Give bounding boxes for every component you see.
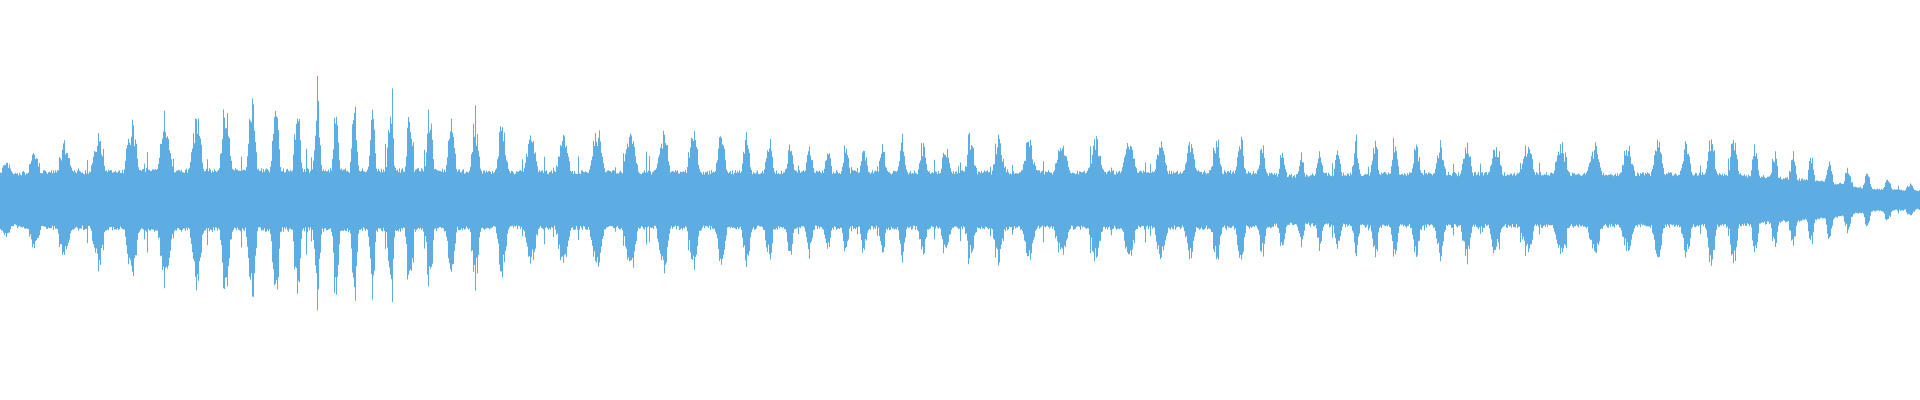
waveform-bars: [0, 76, 1920, 311]
